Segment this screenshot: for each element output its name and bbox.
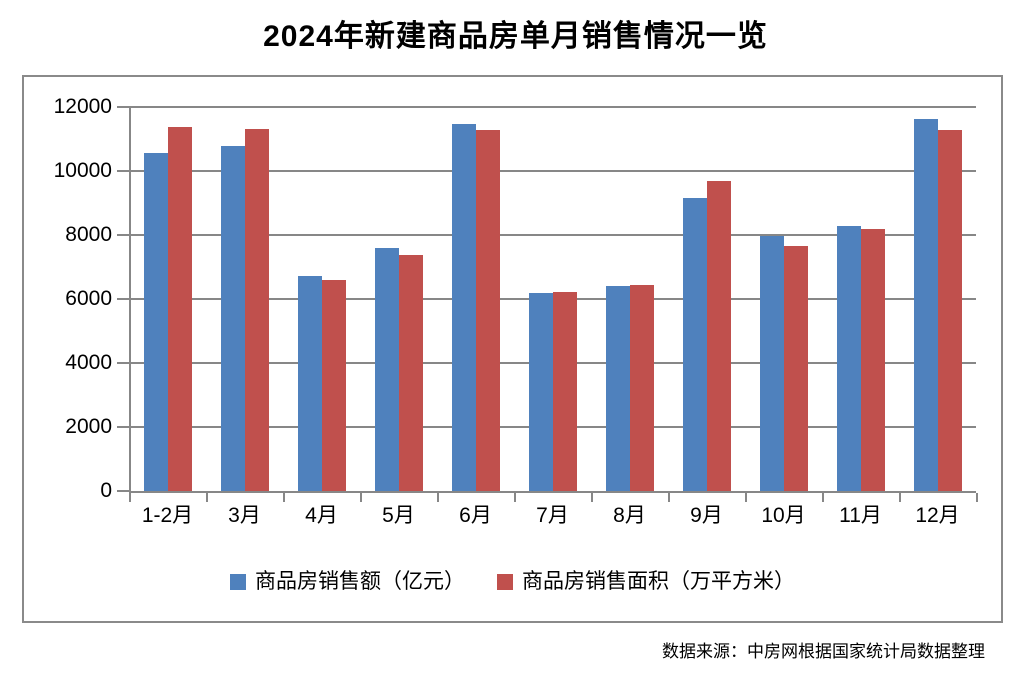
legend-label: 商品房销售面积（万平方米）	[522, 570, 795, 593]
bar-sales-area	[399, 255, 423, 491]
x-axis-label: 9月	[690, 504, 723, 527]
x-axis-tick	[514, 493, 516, 502]
bar-sales-area	[322, 280, 346, 491]
bar-sales-area	[784, 246, 808, 491]
x-axis-label: 10月	[761, 504, 806, 527]
bar-sales-area	[553, 292, 577, 491]
chart-title: 2024年新建商品房单月销售情况一览	[263, 20, 768, 53]
legend-label: 商品房销售额（亿元）	[255, 570, 465, 593]
x-axis-label: 5月	[382, 504, 415, 527]
x-axis-label: 1-2月	[141, 504, 194, 527]
x-axis-tick	[976, 493, 978, 502]
bar-sales-area	[707, 181, 731, 491]
bar-sales-amount	[837, 226, 861, 491]
bar-sales-amount	[452, 124, 476, 491]
x-axis-label: 12月	[915, 504, 960, 527]
bar-sales-amount	[221, 146, 245, 491]
legend-item-sales-amount: 商品房销售额（亿元）	[230, 569, 465, 595]
x-axis-line	[129, 491, 976, 493]
bar-sales-area	[938, 130, 962, 491]
x-axis-tick	[206, 493, 208, 502]
gridline	[129, 234, 976, 236]
bar-sales-amount	[529, 293, 553, 491]
x-axis-label: 6月	[459, 504, 492, 527]
bar-sales-area	[168, 127, 192, 491]
x-axis-tick	[591, 493, 593, 502]
data-source-note: 数据来源：中房网根据国家统计局数据整理	[662, 642, 985, 661]
bar-sales-amount	[144, 153, 168, 491]
x-axis-tick	[822, 493, 824, 502]
x-axis-label: 4月	[305, 504, 338, 527]
bar-sales-amount	[606, 286, 630, 491]
y-axis-label: 4000	[65, 351, 112, 374]
y-axis-tick	[117, 362, 129, 364]
x-axis-tick	[283, 493, 285, 502]
bar-sales-area	[861, 229, 885, 491]
bar-sales-amount	[298, 276, 322, 491]
x-axis-tick	[899, 493, 901, 502]
bar-sales-amount	[760, 236, 784, 491]
y-axis-tick	[117, 170, 129, 172]
x-axis-tick	[668, 493, 670, 502]
y-axis-tick	[117, 106, 129, 108]
legend-swatch-icon	[230, 574, 246, 590]
x-axis-label: 3月	[228, 504, 261, 527]
y-axis-label: 0	[100, 479, 112, 502]
y-axis-label: 10000	[53, 159, 112, 182]
chart-container: 0 2000 4000 6000 8000 10000 12000 1-2月 3月 4月 5月 6月 7…	[22, 75, 1003, 623]
x-axis-tick	[129, 493, 131, 502]
y-axis-label: 2000	[65, 415, 112, 438]
bar-sales-amount	[914, 119, 938, 491]
bar-sales-amount	[683, 198, 707, 491]
x-axis-label: 8月	[613, 504, 646, 527]
x-axis-label: 11月	[839, 504, 882, 527]
x-axis-tick	[437, 493, 439, 502]
y-axis-label: 6000	[65, 287, 112, 310]
y-axis-line	[129, 107, 131, 493]
gridline	[129, 106, 976, 108]
gridline	[129, 170, 976, 172]
y-axis-tick	[117, 426, 129, 428]
bar-sales-amount	[375, 248, 399, 491]
legend-item-sales-area: 商品房销售面积（万平方米）	[497, 569, 795, 595]
legend-swatch-icon	[497, 574, 513, 590]
y-axis-label: 12000	[53, 95, 112, 118]
bar-sales-area	[630, 285, 654, 491]
y-axis-tick	[117, 234, 129, 236]
x-axis-tick	[360, 493, 362, 502]
bar-sales-area	[245, 129, 269, 491]
bar-sales-area	[476, 130, 500, 491]
x-axis-label: 7月	[536, 504, 569, 527]
y-axis-label: 8000	[65, 223, 112, 246]
x-axis-tick	[745, 493, 747, 502]
y-axis-tick	[117, 298, 129, 300]
chart-legend: 商品房销售额（亿元） 商品房销售面积（万平方米）	[24, 569, 1001, 595]
y-axis-tick	[117, 490, 129, 492]
